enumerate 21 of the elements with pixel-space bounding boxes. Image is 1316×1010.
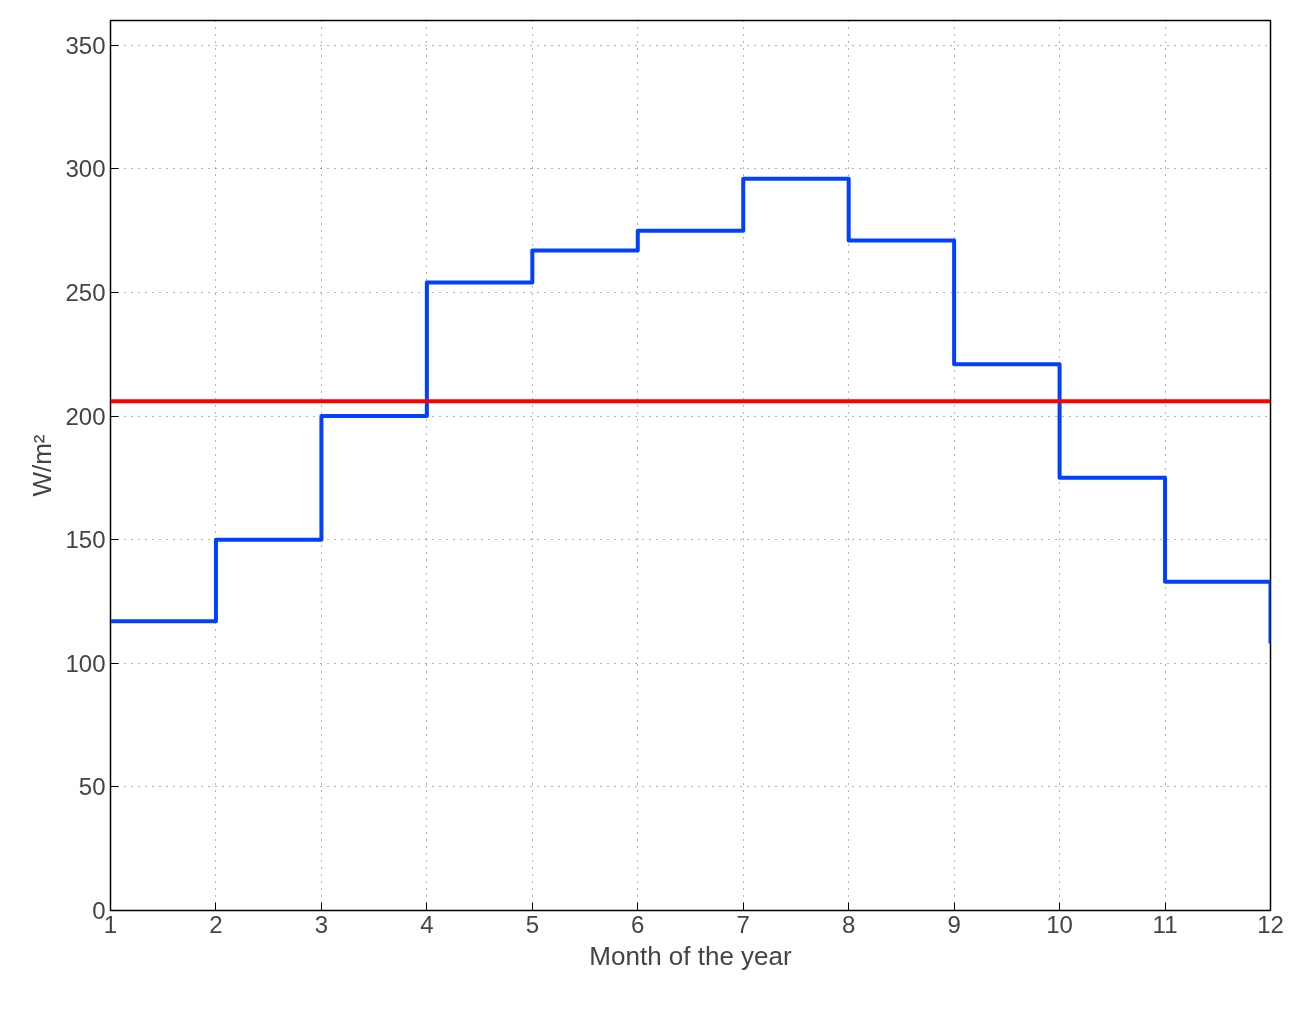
x-tick-label: 4 <box>420 910 434 938</box>
x-tick-label: 2 <box>209 910 223 938</box>
y-tick-label: 150 <box>65 526 106 554</box>
y-tick-label: 250 <box>65 278 106 306</box>
x-tick-label: 7 <box>736 910 750 938</box>
x-tick-label: 6 <box>631 910 645 938</box>
x-tick-label: 11 <box>1152 910 1178 938</box>
y-tick-label: 50 <box>78 773 106 801</box>
x-axis-title: Month of the year <box>589 940 793 971</box>
x-tick-label: 10 <box>1046 910 1073 938</box>
x-tick-label: 9 <box>947 910 961 938</box>
y-tick-label: 350 <box>65 31 106 59</box>
y-tick-label: 300 <box>65 155 106 183</box>
y-tick-label: 0 <box>92 897 106 924</box>
x-tick-label: 3 <box>314 910 329 938</box>
x-tick-label: 12 <box>1257 910 1284 938</box>
x-tick-label: 5 <box>525 910 539 938</box>
x-tick-label: 8 <box>842 910 856 938</box>
y-tick-label: 200 <box>65 402 106 430</box>
y-axis-title: W/m² <box>27 434 58 497</box>
y-tick-label: 100 <box>65 649 106 677</box>
